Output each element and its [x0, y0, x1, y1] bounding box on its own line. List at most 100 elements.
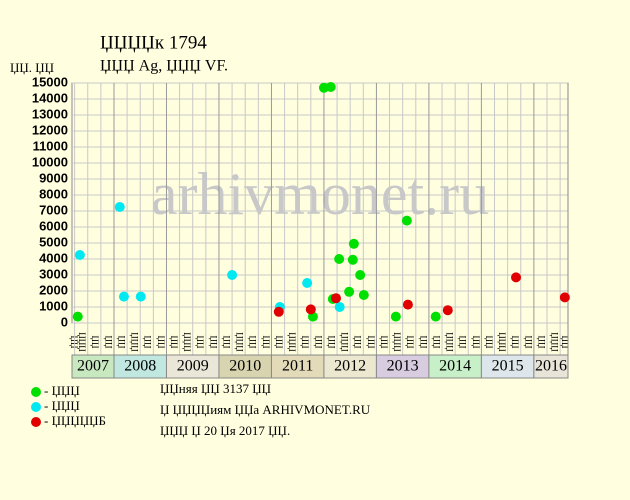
note: ЏЏЏ Џ 20 Џя 2017 ЏЏ.	[160, 423, 290, 438]
y-tick-label: 0	[61, 314, 68, 329]
x-tick-label: ЏЏ	[536, 336, 546, 349]
x-tick-label: ЏЏЏ	[392, 332, 402, 352]
y-tick-label: 10000	[32, 154, 68, 169]
y-tick-label: 3000	[39, 266, 68, 281]
y-tick-label: 1000	[39, 298, 68, 313]
x-tick-label: ЏЏ	[274, 336, 284, 349]
x-tick-label: ЏЏ	[143, 336, 153, 349]
data-point	[430, 311, 441, 322]
data-point	[114, 202, 125, 212]
note: Џ ЏЏЏЏиям ЏЏа ARHIVMONET.RU	[160, 402, 371, 417]
data-point	[402, 299, 413, 310]
x-tick-label: ЏЏ	[431, 336, 441, 349]
y-tick-label: 4000	[39, 250, 68, 265]
x-tick-label: ЏЏЏ	[550, 332, 560, 352]
legend-marker	[31, 387, 41, 397]
x-tick-label: ЏЏ	[116, 336, 126, 349]
year-label: 2015	[492, 358, 524, 375]
y-tick-label: 5000	[39, 234, 68, 249]
y-tick-label: 12000	[32, 122, 68, 137]
x-tick-label: ЏЏ	[221, 336, 231, 349]
y-tick-label: 9000	[39, 170, 68, 185]
data-point	[118, 291, 129, 302]
legend-marker	[31, 402, 41, 412]
y-tick-label: 2000	[39, 282, 68, 297]
data-point	[325, 82, 336, 92]
legend-label: - ЏЏЏЏЏБ	[44, 413, 106, 428]
x-tick-label: ЏЏ	[523, 336, 533, 349]
data-point	[302, 278, 313, 288]
x-tick-label: ЏЏ	[510, 336, 520, 349]
x-tick-label: ЏЏ	[458, 336, 468, 349]
y-tick-label: 15000	[32, 74, 68, 89]
x-tick-label: ЏЏ	[195, 336, 205, 349]
year-label: 2008	[124, 358, 156, 375]
x-tick-label: ЏЏ	[169, 336, 179, 349]
data-point	[442, 305, 453, 316]
data-point	[334, 302, 345, 312]
legend-marker	[31, 417, 41, 427]
year-label: 2016	[535, 358, 567, 375]
year-label: 2007	[77, 358, 109, 375]
y-axis-label: ЏЏ. ЏЏ	[10, 60, 54, 75]
data-point	[74, 250, 85, 260]
y-tick-label: 11000	[33, 138, 68, 153]
y-tick-label: 13000	[32, 106, 68, 121]
data-point	[135, 291, 146, 302]
data-point	[355, 270, 366, 280]
watermark: arhivmonet.ru	[151, 161, 489, 227]
x-tick-label: ЏЏЏ	[287, 332, 297, 352]
data-point	[390, 311, 401, 322]
data-point	[344, 286, 355, 297]
x-tick-label: ЏЏЏ	[235, 332, 245, 352]
chart-title: ЏЏЏЏк 1794	[100, 32, 207, 53]
y-tick-label: 14000	[32, 90, 68, 105]
year-label: 2010	[229, 358, 261, 375]
x-tick-label: ЏЏ	[300, 336, 310, 349]
data-point	[331, 293, 342, 304]
y-tick-label: 6000	[39, 218, 68, 233]
x-tick-label: ЏЏ	[90, 336, 100, 349]
x-tick-label: ЏЏ	[261, 336, 271, 349]
x-tick-label: ЏЏЏ	[130, 332, 140, 352]
data-point	[511, 272, 522, 283]
x-tick-label: ЏЏ	[313, 336, 323, 349]
x-tick-label: ЏЏ	[248, 336, 258, 349]
x-tick-label: ЏЏ	[405, 336, 415, 349]
data-point	[273, 306, 284, 317]
x-tick-label: ЏЏ	[560, 336, 570, 349]
year-label: 2013	[387, 358, 419, 375]
x-tick-label: ЏЏ	[484, 336, 494, 349]
chart-subtitle: ЏЏЏ Ag, ЏЏЏ VF.	[100, 58, 228, 75]
data-point	[347, 254, 358, 265]
note: ЏЏняя ЏЏ 3137 ЏЏ	[160, 381, 271, 396]
x-tick-label: ЏЏ	[208, 336, 218, 349]
year-label: 2014	[439, 358, 471, 375]
x-tick-label: ЏЏ	[326, 336, 336, 349]
x-tick-label: ЏЏЏ	[445, 332, 455, 352]
data-point	[334, 254, 345, 264]
data-point	[305, 304, 316, 315]
x-tick-label: ЏЏ	[366, 336, 376, 349]
x-tick-label: ЏЏ	[471, 336, 481, 349]
y-tick-label: 7000	[39, 202, 68, 217]
data-point	[358, 290, 369, 300]
x-tick-label: ЏЏЏ	[340, 332, 350, 352]
x-tick-label: ЏЏ	[156, 336, 166, 349]
data-point	[559, 292, 570, 303]
x-tick-label: ЏЏЏ	[497, 332, 507, 352]
y-tick-label: 8000	[39, 186, 68, 201]
data-point	[348, 238, 359, 249]
year-label: 2012	[334, 358, 366, 375]
legend-label: - ЏЏЏ	[44, 398, 80, 413]
year-label: 2011	[282, 358, 313, 375]
data-point	[227, 270, 238, 280]
legend-label: - ЏЏЏ	[44, 383, 80, 398]
x-tick-label: ЏЏЏ	[182, 332, 192, 352]
data-point	[72, 311, 83, 322]
x-tick-label: ЏЏ	[379, 336, 389, 349]
data-point	[401, 215, 412, 226]
x-tick-label: ЏЏЏ	[77, 332, 87, 352]
x-tick-label: ЏЏ	[418, 336, 428, 349]
